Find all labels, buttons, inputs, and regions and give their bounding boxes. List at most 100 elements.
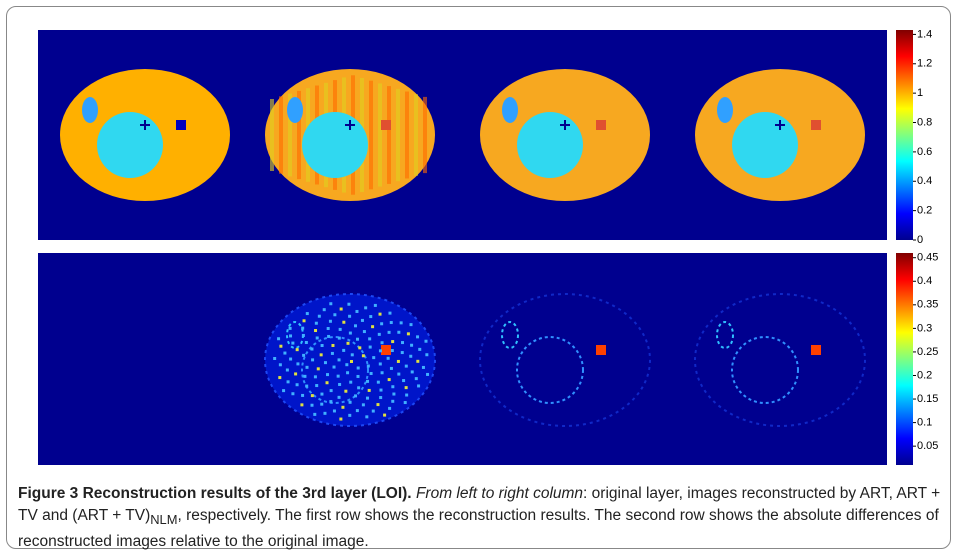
tick-label: 0.1 [917, 417, 932, 429]
noise [390, 321, 393, 324]
noise [358, 346, 361, 349]
noise [315, 384, 318, 387]
noise [329, 320, 332, 323]
noise [379, 349, 382, 352]
noise [380, 322, 383, 325]
artifact [369, 81, 373, 190]
noise [346, 371, 349, 374]
tick-label: 1 [917, 87, 923, 99]
caption-lead: From left to right column [416, 485, 583, 502]
noise [279, 363, 282, 366]
insert [176, 120, 186, 130]
tick-label: 0.2 [917, 205, 932, 217]
noise [371, 325, 374, 328]
noise [349, 332, 352, 335]
noise [391, 340, 394, 343]
noise [342, 321, 345, 324]
noise [381, 371, 384, 374]
insert [302, 112, 368, 178]
noise [347, 342, 350, 345]
noise [401, 341, 404, 344]
artifact [378, 83, 382, 186]
noise [291, 392, 294, 395]
artifact [270, 99, 274, 171]
noise [397, 373, 400, 376]
noise [379, 396, 382, 399]
noise [397, 331, 400, 334]
noise [354, 394, 357, 397]
colorbar [896, 253, 913, 465]
noise [422, 366, 425, 369]
noise [296, 383, 299, 386]
noise [273, 357, 276, 360]
noise [379, 362, 382, 365]
insert [502, 97, 518, 123]
noise [349, 381, 352, 384]
noise [323, 412, 326, 415]
insert [287, 97, 303, 123]
noise [368, 337, 371, 340]
noise [279, 345, 282, 348]
noise [405, 394, 408, 397]
noise [405, 386, 408, 389]
noise [333, 366, 336, 369]
noise [277, 337, 280, 340]
noise [417, 384, 420, 387]
colorbar [896, 30, 913, 240]
noise [329, 302, 332, 305]
noise [331, 352, 334, 355]
noise [324, 361, 327, 364]
noise [372, 410, 375, 413]
noise [338, 358, 341, 361]
noise [313, 413, 316, 416]
noise [306, 312, 309, 315]
noise [426, 373, 429, 376]
caption-title: Reconstruction results of the 3rd layer … [83, 485, 412, 502]
insert [717, 97, 733, 123]
noise [316, 336, 319, 339]
insert [811, 120, 821, 130]
tick-label: 0.25 [917, 346, 938, 358]
noise [300, 403, 303, 406]
noise [344, 390, 347, 393]
noise [338, 383, 341, 386]
noise [400, 321, 403, 324]
noise [351, 353, 354, 356]
tick-label: 0.2 [917, 369, 932, 381]
insert [82, 97, 98, 123]
diff-insert [596, 345, 606, 355]
noise [381, 341, 384, 344]
noise [286, 369, 289, 372]
tick-label: 0.4 [917, 175, 932, 187]
noise [320, 353, 323, 356]
noise [331, 344, 334, 347]
tick-label: 0.15 [917, 393, 938, 405]
figure: 00.20.40.60.811.21.40.050.10.150.20.250.… [0, 0, 959, 480]
noise [416, 335, 419, 338]
noise [339, 328, 342, 331]
noise [410, 323, 413, 326]
noise [329, 400, 332, 403]
artifact [387, 86, 391, 184]
artifact [405, 92, 409, 179]
noise [357, 386, 360, 389]
noise [416, 360, 419, 363]
noise [302, 354, 305, 357]
caption-label: Figure 3 [18, 485, 78, 502]
noise [282, 389, 285, 392]
noise [404, 401, 407, 404]
insert [732, 112, 798, 178]
tick-label: 0.6 [917, 146, 932, 158]
noise [367, 365, 370, 368]
noise [339, 418, 342, 421]
noise [361, 319, 364, 322]
diff-insert [381, 345, 391, 355]
bottom-panel [38, 253, 887, 465]
noise [330, 389, 333, 392]
noise [349, 401, 352, 404]
noise [311, 394, 314, 397]
noise [340, 308, 343, 311]
noise [365, 415, 368, 418]
noise [296, 348, 299, 351]
noise [303, 375, 306, 378]
